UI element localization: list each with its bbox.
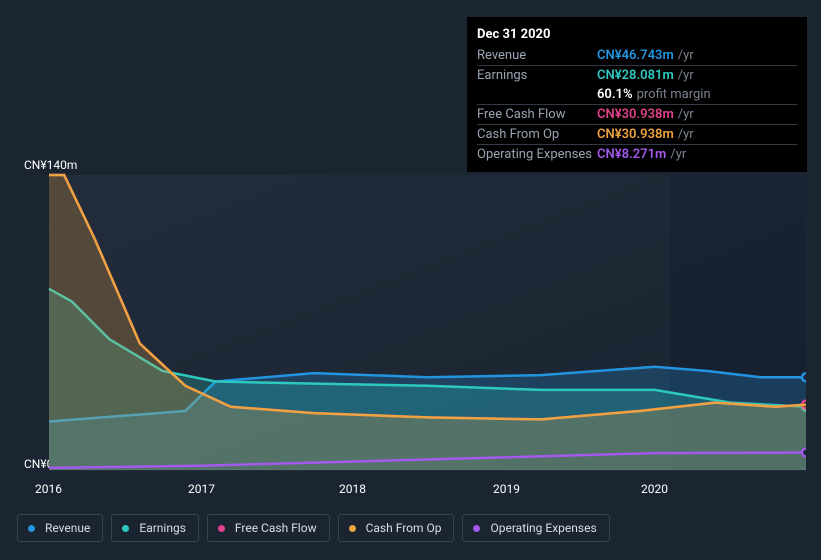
legend-dot-icon [28,525,35,532]
tooltip-extra-value: 60.1% [597,87,633,102]
tooltip-row-free-cash-flow: Free Cash FlowCN¥30.938m/yr [477,104,797,124]
x-axis-tick: 2020 [641,482,668,496]
legend-dot-icon [473,525,480,532]
tooltip-row-suffix: /yr [678,68,694,83]
tooltip-row-suffix: /yr [678,107,694,122]
tooltip-row-label: Free Cash Flow [477,107,597,122]
tooltip-row-label: Revenue [477,48,597,63]
chart-legend: Revenue Earnings Free Cash Flow Cash From O… [17,514,610,542]
tooltip-row-suffix: /yr [678,48,694,63]
legend-label: Free Cash Flow [235,521,317,535]
tooltip-extra-suffix: profit margin [637,87,711,102]
legend-label: Revenue [45,521,90,535]
legend-label: Earnings [139,521,186,535]
chart-tooltip: Dec 31 2020 RevenueCN¥46.743m/yrEarnings… [467,17,807,172]
legend-item-free-cash-flow[interactable]: Free Cash Flow [207,514,330,542]
legend-dot-icon [349,525,356,532]
tooltip-row-value: CN¥30.938m [597,127,674,142]
tooltip-row-value: CN¥46.743m [597,48,674,63]
x-axis-tick: 2019 [493,482,520,496]
legend-label: Cash From Op [366,521,442,535]
legend-dot-icon [218,525,225,532]
chart-plot-area[interactable] [17,155,806,495]
legend-dot-icon [122,525,129,532]
legend-item-earnings[interactable]: Earnings [111,514,199,542]
x-axis-tick: 2017 [188,482,215,496]
legend-item-revenue[interactable]: Revenue [17,514,103,542]
tooltip-row-value: CN¥30.938m [597,107,674,122]
tooltip-row-extra: 60.1% profit margin [477,85,797,104]
tooltip-row-label: Cash From Op [477,127,597,142]
legend-label: Operating Expenses [490,521,596,535]
legend-item-operating-expenses[interactable]: Operating Expenses [462,514,609,542]
tooltip-row-earnings: EarningsCN¥28.081m/yr [477,65,797,85]
tooltip-date: Dec 31 2020 [477,25,797,46]
tooltip-row-value: CN¥28.081m [597,68,674,83]
x-axis-tick: 2018 [339,482,366,496]
tooltip-row-label: Earnings [477,68,597,83]
legend-item-cash-from-op[interactable]: Cash From Op [338,514,455,542]
chart-panel: { "tooltip": { "position": {"left": 467,… [0,0,821,560]
tooltip-row-suffix: /yr [678,127,694,142]
tooltip-row-revenue: RevenueCN¥46.743m/yr [477,46,797,65]
x-axis-tick: 2016 [35,482,62,496]
tooltip-row-cash-from-op: Cash From OpCN¥30.938m/yr [477,124,797,144]
